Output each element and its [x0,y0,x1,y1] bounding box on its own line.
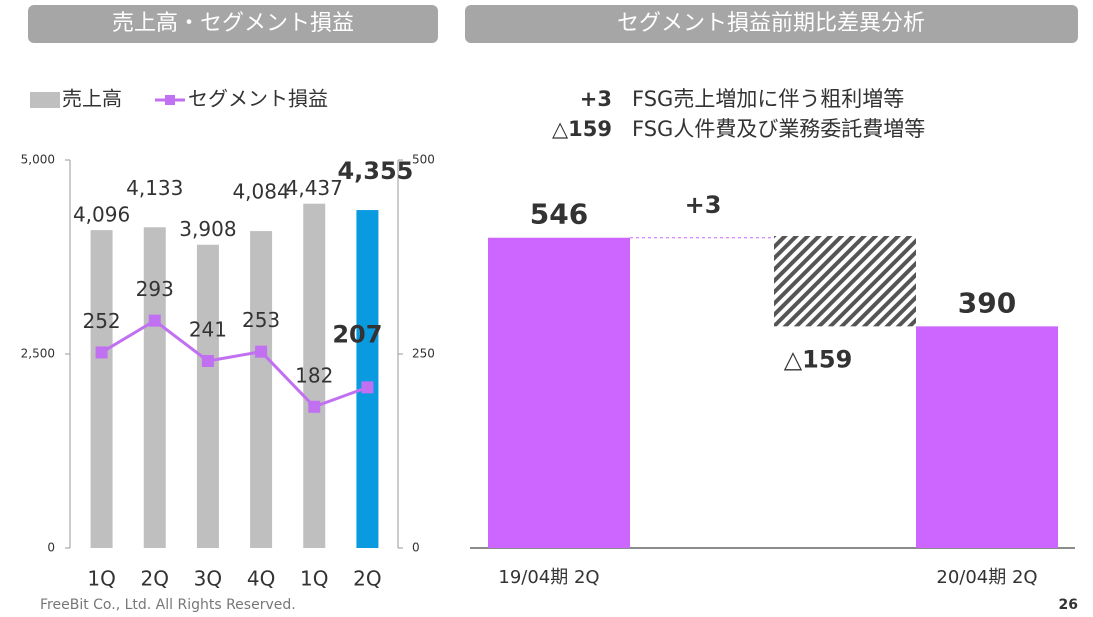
header-bar [465,5,1078,43]
bar [143,227,166,548]
x-tick-label: 2Q [141,567,169,591]
bar-value-label: 4,437 [286,176,343,200]
x-tick-label: 19/04期 2Q [498,567,599,588]
bar [250,231,273,548]
y2-tick-label: 250 [412,347,435,361]
legend-swatch [30,92,60,108]
annotation-text: FSG人件費及び業務委託費増等 [632,117,925,141]
line-marker [361,381,374,394]
line-value-label: 182 [295,363,333,387]
line-marker [95,346,108,359]
x-tick-label: 1Q [300,567,328,591]
chart-title: セグメント損益前期比差異分析 [617,11,925,36]
delta-bar [774,236,916,327]
page-number: 26 [1059,597,1078,613]
bar-value-label: 4,096 [73,203,130,227]
annotation-label: +3 [580,87,612,111]
bar-value-label: 3,908 [179,217,236,241]
value-label: 546 [530,198,588,231]
bar [196,244,219,548]
chart-title: 売上高・セグメント損益 [112,11,354,36]
bar [90,230,113,549]
y2-tick-label: 500 [412,153,435,167]
y2-tick-label: 0 [412,541,420,555]
line-value-label: 252 [82,309,120,333]
legend-label: セグメント損益 [188,87,328,111]
x-tick-label: 2Q [353,567,381,591]
x-tick-label: 4Q [247,567,275,591]
line-marker [255,345,268,358]
bar [356,210,379,548]
value-label: 390 [958,286,1016,319]
annotation-text: FSG売上増加に伴う粗利増等 [632,87,904,111]
value-label: +3 [685,191,722,219]
x-tick-label: 3Q [194,567,222,591]
bar [303,203,326,549]
value-label: △159 [784,345,853,373]
line-value-label: 241 [189,317,227,341]
header-bar [28,5,438,43]
delta-bar [632,236,774,238]
annotation-label: △159 [552,117,612,141]
line-value-label: 293 [136,277,174,301]
bar [488,237,630,548]
legend-marker [165,95,175,105]
y-tick-label: 5,000 [21,153,55,167]
line-marker [201,354,214,367]
x-tick-label: 1Q [87,567,115,591]
line-marker [308,400,321,413]
bar [916,326,1058,548]
y-tick-label: 2,500 [21,347,55,361]
y-tick-label: 0 [47,541,55,555]
bar-value-label: 4,355 [337,157,413,185]
bar-value-label: 4,133 [126,176,183,200]
footer: FreeBit Co., Ltd. All Rights Reserved. [40,597,296,613]
line-value-label: 207 [332,320,382,348]
bar-value-label: 4,084 [232,180,289,204]
line-value-label: 253 [242,308,280,332]
line-marker [148,314,161,327]
line [100,318,368,409]
x-tick-label: 20/04期 2Q [936,567,1037,588]
legend-label: 売上高 [62,87,122,111]
